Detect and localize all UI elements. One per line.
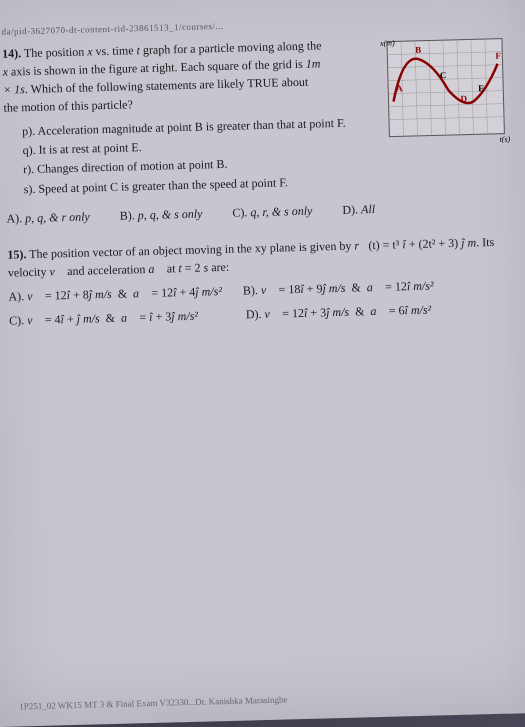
- point-label-E: E: [478, 83, 484, 93]
- q14-number: 14).: [2, 46, 21, 60]
- q15-opt-A: A). v⃗ = 12î + 8ĵ m/s & a⃗ = 12î + 4ĵ m/…: [8, 284, 222, 304]
- q15-text: The position vector of an object moving …: [8, 235, 495, 280]
- x-axis-label: t(s): [499, 134, 510, 143]
- footer: 1P251_02 WK15 MT 3 & Final Exam V32330..…: [19, 694, 287, 711]
- q14-main: 14). The position x vs. time t graph for…: [2, 36, 324, 116]
- q15-opt-B: B). v⃗ = 18î + 9ĵ m/s & a⃗ = 12î m/s²: [243, 278, 434, 297]
- question-15: 15). The position vector of an object mo…: [7, 232, 519, 329]
- point-label-B: B: [415, 45, 421, 55]
- point-label-F: F: [495, 51, 501, 61]
- point-label-C: C: [440, 70, 447, 80]
- q14-opt-C: C). q, r, & s only: [232, 201, 312, 221]
- point-label-A: A: [396, 83, 403, 93]
- q14-opt-D: D). All: [342, 200, 375, 219]
- q14-opt-A: A). p, q, & r only: [6, 207, 90, 227]
- q14-text: The position x vs. time t graph for a pa…: [2, 38, 321, 114]
- y-axis-label: x(m): [379, 38, 395, 47]
- graph-svg: A B C D E F x(m) t(s): [377, 28, 515, 146]
- q15-opt-C: C). v⃗ = 4î + ĵ m/s & a⃗ = î + 3ĵ m/s²: [9, 308, 198, 327]
- q15-number: 15).: [7, 247, 26, 261]
- position-time-graph: A B C D E F x(m) t(s): [377, 28, 515, 146]
- q14-options: A). p, q, & r only B). p, q, & s only C)…: [6, 196, 516, 227]
- q15-opt-D: D). v⃗ = 12î + 3ĵ m/s & a⃗ = 6î m/s²: [246, 302, 432, 321]
- page-container: da/pid-3627070-dt-content-rid-23861513_1…: [0, 0, 525, 727]
- point-label-D: D: [460, 94, 467, 104]
- q14-opt-B: B). p, q, & s only: [120, 204, 203, 224]
